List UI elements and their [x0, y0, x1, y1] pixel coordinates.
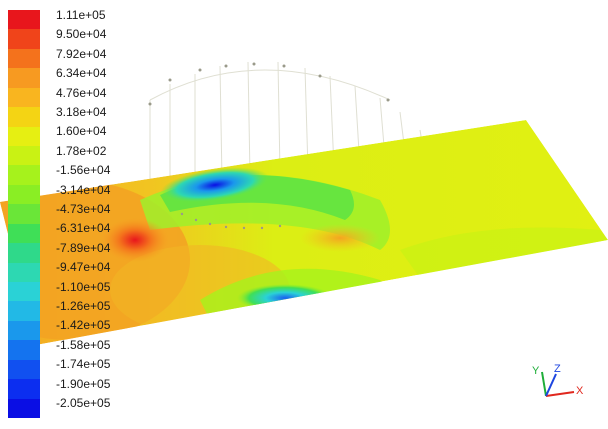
legend-tick-label: 6.34e+04	[56, 66, 107, 81]
legend-swatch	[8, 243, 40, 264]
legend-swatch	[8, 223, 40, 244]
legend-swatch	[8, 87, 40, 108]
z-axis-label: Z	[554, 363, 561, 375]
legend-swatch	[8, 48, 40, 69]
x-axis-line	[545, 391, 575, 397]
legend-swatch	[8, 340, 40, 361]
z-axis-line	[545, 373, 557, 397]
legend-tick-label: -1.26e+05	[56, 299, 111, 313]
legend-tick-label: -6.31e+04	[56, 221, 111, 236]
legend-tick-label: 9.50e+04	[56, 27, 107, 42]
legend-tick-label: -1.90e+05	[56, 376, 111, 391]
legend-swatch	[8, 10, 40, 30]
legend-tick-label: 4.76e+04	[56, 85, 107, 100]
legend-tick-label: -2.05e+05	[56, 396, 111, 410]
legend-tick-label: -7.89e+04	[56, 240, 111, 255]
legend-swatch	[8, 107, 40, 128]
legend-swatch	[8, 301, 40, 322]
legend-tick-label: 1.60e+04	[56, 124, 107, 139]
legend-tick-label: -4.73e+04	[56, 202, 111, 216]
legend-swatch	[8, 320, 40, 341]
legend-swatch	[8, 359, 40, 380]
legend-swatch	[8, 204, 40, 225]
legend-swatch	[8, 262, 40, 283]
legend-labels: 1.11e+05 9.50e+04 7.92e+04 6.34e+04 4.76e+04…	[56, 0, 166, 429]
legend-tick-label: -1.10e+05	[56, 279, 111, 294]
legend-swatch	[8, 29, 40, 50]
legend-swatch	[8, 398, 40, 419]
legend-tick-label: -3.14e+04	[56, 182, 111, 197]
legend-swatch	[8, 126, 40, 147]
y-axis-label: Y	[532, 365, 540, 377]
legend-swatch	[8, 68, 40, 89]
legend-tick-label: -1.42e+05	[56, 318, 111, 333]
legend-tick-label: -1.56e+04	[56, 163, 111, 178]
legend-tick-label: -9.47e+04	[56, 260, 111, 275]
legend-swatch	[8, 184, 40, 205]
y-axis-line	[541, 371, 547, 397]
legend-tick-label: -1.58e+05	[56, 337, 111, 352]
legend-tick-label: -1.74e+05	[56, 357, 111, 372]
x-axis-label: X	[576, 385, 584, 397]
legend-swatch	[8, 165, 40, 186]
legend-swatch	[8, 379, 40, 400]
axis-triad: X Y Z	[532, 363, 584, 397]
legend-swatch	[8, 282, 40, 302]
legend-tick-label: 3.18e+04	[56, 105, 107, 119]
legend-swatch	[8, 146, 40, 166]
mesh-markers	[148, 62, 390, 230]
legend-tick-label: 1.78e+02	[56, 143, 107, 158]
legend-colorbar	[8, 10, 40, 419]
legend-tick-label: 1.11e+05	[56, 8, 106, 22]
legend-tick-label: 7.92e+04	[56, 46, 107, 61]
